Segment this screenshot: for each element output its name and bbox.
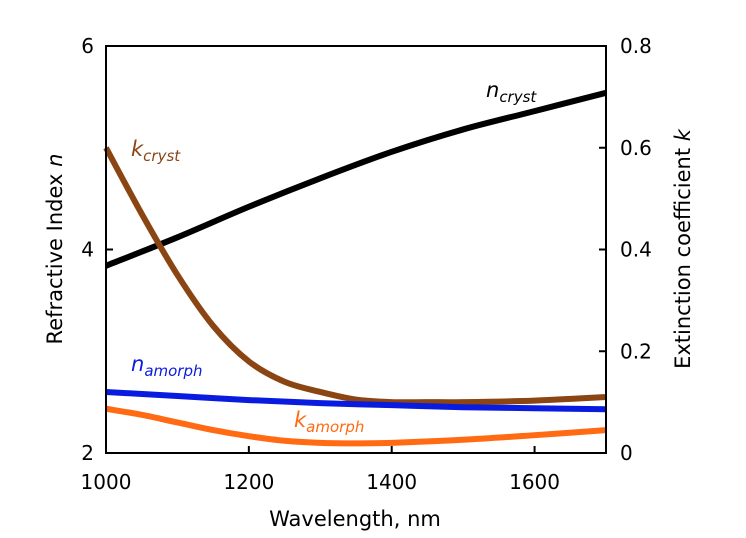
- y-left-tick-label: 6: [81, 34, 94, 58]
- y-right-tick-label: 0.6: [620, 136, 652, 160]
- label-n-cryst: ncryst: [486, 78, 537, 106]
- plot-border: [105, 45, 607, 454]
- series-line-n-cryst: [104, 89, 607, 269]
- label-k-cryst: kcryst: [131, 137, 181, 165]
- series-line-k-amorph: [105, 405, 607, 447]
- label-n-amorph-main: n: [131, 352, 144, 376]
- label-n-cryst-sub: cryst: [499, 88, 537, 106]
- y-right-tick-label: 0.4: [620, 238, 652, 262]
- label-k-amorph-main: k: [294, 408, 307, 432]
- y-right-tick-label: 0.8: [620, 34, 652, 58]
- y-right-tick-label: 0: [620, 441, 633, 465]
- x-tick-label: 1400: [366, 470, 417, 494]
- y-right-axis-title: Extinction coefficient k: [671, 128, 695, 369]
- tick-layer: 1000 1200 1400 1600 2 4 6 0 0.2 0.4 0.6 0.8: [81, 34, 652, 494]
- label-n-amorph: namorph: [131, 352, 203, 380]
- label-k-amorph: kamorph: [294, 408, 364, 436]
- series-layer: [103, 89, 607, 447]
- x-tick-label: 1600: [509, 470, 560, 494]
- y-right-tick-label: 0.2: [620, 339, 652, 363]
- x-tick-label: 1200: [223, 470, 274, 494]
- label-k-cryst-sub: cryst: [143, 147, 181, 165]
- y-left-tick-label: 4: [81, 238, 94, 262]
- y-left-axis-title-var: n: [43, 154, 67, 167]
- series-line-n-amorph: [105, 388, 607, 413]
- x-tick-label: 1000: [81, 470, 132, 494]
- y-left-axis-title-text: Refractive Index: [43, 174, 67, 345]
- y-right-axis-title-text: Extinction coefficient: [671, 148, 695, 369]
- y-left-axis-title: Refractive Index n: [43, 154, 67, 345]
- label-n-amorph-sub: amorph: [144, 362, 202, 380]
- series-line-k-cryst: [103, 146, 607, 406]
- x-axis-title: Wavelength, nm: [269, 507, 441, 531]
- y-right-axis-title-var: k: [671, 128, 695, 141]
- label-n-cryst-main: n: [486, 78, 499, 102]
- label-k-amorph-sub: amorph: [306, 418, 364, 436]
- plot-frame: [105, 45, 607, 454]
- label-k-cryst-main: k: [131, 137, 144, 161]
- y-left-tick-label: 2: [81, 441, 94, 465]
